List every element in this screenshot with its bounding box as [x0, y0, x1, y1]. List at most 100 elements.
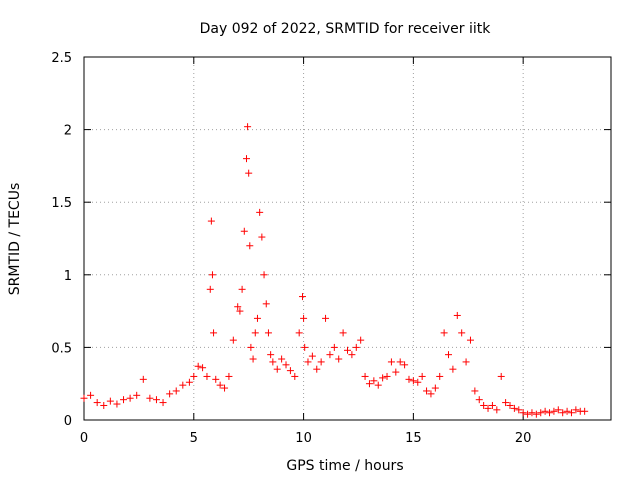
data-point	[581, 407, 589, 415]
data-point	[361, 372, 369, 380]
data-point	[427, 390, 435, 398]
chart-title: Day 092 of 2022, SRMTID for receiver iit…	[200, 21, 492, 37]
data-point	[253, 314, 261, 322]
x-tick-label: 10	[295, 431, 312, 446]
data-point	[453, 311, 461, 319]
data-point	[80, 394, 88, 402]
data-point	[273, 365, 281, 373]
data-point	[208, 271, 216, 279]
data-point	[206, 285, 214, 293]
data-point	[541, 407, 549, 415]
data-point	[179, 381, 187, 389]
data-point	[139, 375, 147, 383]
data-point	[313, 365, 321, 373]
data-point	[418, 372, 426, 380]
x-tick-label: 0	[80, 431, 88, 446]
data-point	[106, 397, 114, 405]
data-point	[185, 378, 193, 386]
data-points	[80, 123, 589, 418]
data-point	[436, 372, 444, 380]
data-point	[515, 406, 523, 414]
data-point	[383, 372, 391, 380]
y-tick-label: 2.5	[51, 51, 72, 66]
data-point	[301, 343, 309, 351]
data-point	[554, 406, 562, 414]
data-point	[317, 358, 325, 366]
data-point	[240, 227, 248, 235]
data-point	[458, 329, 466, 337]
grid-lines	[84, 57, 611, 420]
y-tick-label: 0	[64, 414, 72, 429]
data-point	[449, 365, 457, 373]
y-tick-label: 1	[64, 269, 72, 284]
y-tick-label: 2	[64, 124, 72, 139]
data-point	[506, 401, 514, 409]
y-axis-ticks: 0 0.5 1 1.5 2 2.5	[51, 51, 611, 429]
data-point	[462, 358, 470, 366]
data-point	[497, 372, 505, 380]
y-tick-label: 0.5	[51, 341, 72, 356]
plot-frame	[83, 56, 612, 421]
data-point	[93, 399, 101, 407]
data-point	[510, 404, 518, 412]
data-point	[572, 406, 580, 414]
data-point	[166, 390, 174, 398]
data-point	[344, 346, 351, 354]
data-point	[236, 307, 244, 315]
data-point	[365, 380, 373, 388]
data-point	[396, 358, 404, 366]
data-point	[524, 410, 532, 418]
data-point	[242, 155, 250, 163]
data-point	[335, 355, 343, 363]
x-axis-ticks: 0 5 10 15 20	[80, 57, 532, 446]
data-point	[374, 381, 382, 389]
data-point	[249, 355, 257, 363]
data-point	[216, 381, 224, 389]
data-point	[262, 300, 270, 308]
data-point	[172, 387, 180, 395]
data-point	[234, 303, 242, 311]
data-point	[238, 285, 246, 293]
data-point	[431, 384, 439, 392]
data-point	[348, 351, 356, 359]
data-point	[537, 409, 545, 417]
data-point	[471, 387, 479, 395]
data-point	[528, 409, 536, 417]
data-point	[484, 404, 492, 412]
data-point	[221, 384, 229, 392]
data-point	[126, 394, 134, 402]
x-axis-label: GPS time / hours	[286, 458, 403, 474]
data-point	[258, 233, 266, 241]
data-point	[339, 329, 347, 337]
data-point	[256, 208, 264, 216]
data-point	[286, 367, 294, 375]
data-point	[440, 329, 448, 337]
x-tick-label: 15	[405, 431, 422, 446]
data-point	[246, 242, 254, 250]
data-point	[133, 391, 141, 399]
data-point	[308, 352, 316, 360]
data-point	[298, 293, 306, 301]
data-point	[559, 409, 567, 417]
data-point	[269, 358, 277, 366]
data-point	[405, 375, 413, 383]
data-point	[100, 401, 108, 409]
data-point	[475, 396, 483, 404]
data-point	[519, 409, 527, 417]
data-point	[567, 409, 575, 417]
x-tick-label: 20	[515, 431, 532, 446]
data-point	[210, 329, 218, 337]
data-point	[370, 377, 378, 385]
data-point	[423, 387, 431, 395]
data-point	[113, 400, 121, 408]
y-axis-label: SRMTID / TECUs	[7, 183, 23, 296]
data-point	[251, 329, 259, 337]
data-point	[502, 399, 510, 407]
data-point	[387, 358, 395, 366]
data-point	[152, 396, 160, 404]
data-point	[550, 407, 558, 415]
data-point	[291, 372, 299, 380]
data-point	[357, 336, 365, 344]
data-point	[488, 401, 496, 409]
